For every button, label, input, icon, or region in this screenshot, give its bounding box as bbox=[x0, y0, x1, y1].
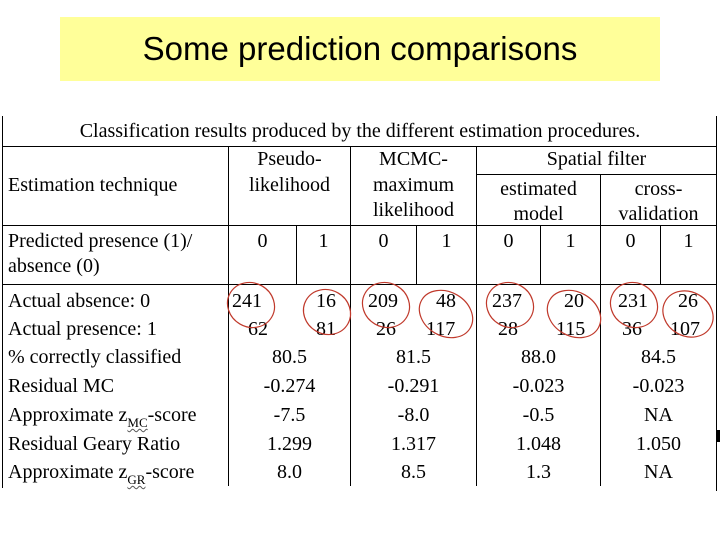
approx-zgr-sub: GR bbox=[127, 472, 146, 487]
predicted-0-mcmc: 0 bbox=[378, 230, 389, 252]
cell-geary-mcmc: 1.317 bbox=[391, 433, 436, 455]
cell-geary-est: 1.048 bbox=[516, 433, 561, 455]
cell-pct-est: 88.0 bbox=[521, 346, 556, 368]
title-box: Some prediction comparisons bbox=[60, 17, 660, 81]
header-pseudo-1: Pseudo- bbox=[257, 148, 322, 170]
cell-rmc-pseudo: -0.274 bbox=[263, 375, 316, 397]
header-estimation-technique: Estimation technique bbox=[8, 174, 178, 196]
spatial-filter-underline bbox=[477, 174, 716, 175]
predicted-label-2: absence (0) bbox=[8, 255, 100, 277]
cell-presence-pseudo-0: 62 bbox=[248, 318, 268, 340]
cell-absence-cross-0: 231 bbox=[618, 290, 648, 312]
predicted-0-pseudo: 0 bbox=[257, 230, 268, 252]
row-label-approx-zmc: Approximate zMC-score bbox=[8, 402, 197, 430]
cell-geary-pseudo: 1.299 bbox=[267, 433, 312, 455]
header-bottom-separator bbox=[3, 225, 716, 226]
header-separator bbox=[3, 146, 716, 147]
header-mcmc-1: MCMC- bbox=[379, 148, 448, 170]
predicted-1-cross: 1 bbox=[683, 230, 694, 252]
row-label-residual-mc: Residual MC bbox=[8, 375, 115, 397]
table-left-border bbox=[2, 116, 3, 488]
cell-pct-mcmc: 81.5 bbox=[396, 346, 431, 368]
approx-zgr-prefix: Approximate z bbox=[8, 461, 128, 483]
cell-absence-mcmc-0: 209 bbox=[368, 290, 398, 312]
cell-absence-pseudo-1: 16 bbox=[316, 290, 336, 312]
cell-presence-cross-0: 36 bbox=[622, 318, 642, 340]
cell-zmc-mcmc: -8.0 bbox=[397, 404, 430, 426]
cell-presence-est-1: 115 bbox=[556, 318, 586, 340]
col-sep-pseudo-inner bbox=[296, 225, 297, 284]
cell-pct-pseudo: 80.5 bbox=[272, 346, 307, 368]
cell-rmc-est: -0.023 bbox=[512, 375, 565, 397]
cell-zmc-est: -0.5 bbox=[522, 404, 555, 426]
predicted-row-separator bbox=[3, 284, 716, 285]
cell-presence-mcmc-1: 117 bbox=[426, 318, 456, 340]
cell-absence-cross-1: 26 bbox=[678, 290, 698, 312]
table-right-tick bbox=[716, 430, 720, 442]
cell-zmc-pseudo: -7.5 bbox=[273, 404, 306, 426]
cell-presence-mcmc-0: 26 bbox=[376, 318, 396, 340]
row-label-pct-correct: % correctly classified bbox=[8, 346, 182, 368]
header-cross-1: cross- bbox=[634, 178, 683, 200]
predicted-0-estimated: 0 bbox=[503, 230, 514, 252]
cell-zgr-cross: NA bbox=[644, 461, 673, 483]
col-sep-est-inner bbox=[540, 225, 541, 284]
row-label-actual-absence: Actual absence: 0 bbox=[8, 290, 151, 312]
cell-geary-cross: 1.050 bbox=[636, 433, 681, 455]
approx-zmc-prefix: Approximate z bbox=[8, 404, 128, 426]
slide-title: Some prediction comparisons bbox=[142, 30, 578, 67]
header-pseudo-2: likelihood bbox=[248, 174, 331, 196]
header-cross-2: validation bbox=[618, 203, 699, 225]
header-spatial-filter: Spatial filter bbox=[546, 148, 647, 170]
header-estimated-2: model bbox=[513, 203, 564, 225]
row-label-residual-geary: Residual Geary Ratio bbox=[8, 433, 181, 455]
cell-presence-cross-1: 107 bbox=[670, 318, 700, 340]
predicted-0-cross: 0 bbox=[625, 230, 636, 252]
cell-zgr-est: 1.3 bbox=[526, 461, 551, 483]
cell-zmc-cross: NA bbox=[644, 404, 673, 426]
approx-zmc-sub: MC bbox=[127, 415, 148, 430]
table-right-border bbox=[716, 116, 717, 491]
row-label-approx-zgr: Approximate zGR-score bbox=[8, 459, 194, 487]
approx-zmc-suffix: -score bbox=[147, 404, 197, 426]
predicted-1-mcmc: 1 bbox=[441, 230, 452, 252]
cell-absence-pseudo-0: 241 bbox=[232, 290, 262, 312]
approx-zgr-suffix: -score bbox=[145, 461, 195, 483]
cell-absence-est-0: 237 bbox=[492, 290, 522, 312]
col-sep-mcmc-inner bbox=[416, 225, 417, 284]
cell-rmc-mcmc: -0.291 bbox=[387, 375, 440, 397]
predicted-label-1: Predicted presence (1)/ bbox=[8, 230, 193, 252]
predicted-1-estimated: 1 bbox=[565, 230, 576, 252]
header-mcmc-3: likelihood bbox=[372, 199, 455, 221]
col-sep-mcmc bbox=[476, 146, 477, 486]
cell-absence-est-1: 20 bbox=[564, 290, 584, 312]
cell-pct-cross: 84.5 bbox=[641, 346, 676, 368]
table-caption: Classification results produced by the d… bbox=[79, 120, 641, 142]
cell-absence-mcmc-1: 48 bbox=[436, 290, 456, 312]
header-mcmc-2: maximum bbox=[372, 174, 455, 196]
header-estimated-1: estimated bbox=[500, 178, 577, 200]
predicted-1-pseudo: 1 bbox=[318, 230, 329, 252]
cell-presence-est-0: 28 bbox=[498, 318, 518, 340]
col-sep-cross-inner bbox=[660, 225, 661, 284]
cell-zgr-mcmc: 8.5 bbox=[401, 461, 426, 483]
cell-rmc-cross: -0.023 bbox=[632, 375, 685, 397]
cell-presence-pseudo-1: 81 bbox=[316, 318, 336, 340]
row-label-actual-presence: Actual presence: 1 bbox=[8, 318, 157, 340]
cell-zgr-pseudo: 8.0 bbox=[277, 461, 302, 483]
